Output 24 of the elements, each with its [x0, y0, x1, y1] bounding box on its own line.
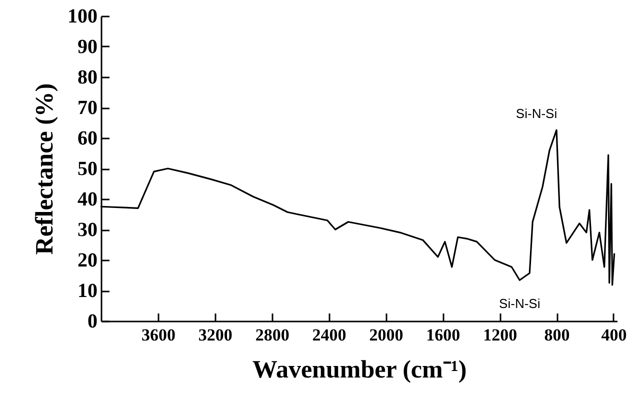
- y-tick-label: 80: [78, 66, 98, 88]
- y-tick-label: 90: [78, 36, 98, 58]
- x-axis-title: Wavenumber (cm⁻¹): [252, 356, 467, 384]
- y-tick-label: 30: [78, 219, 98, 241]
- annotation: Si-N-Si: [516, 106, 558, 122]
- x-tick-label: 1600: [426, 326, 460, 344]
- x-tick-label: 2000: [369, 326, 404, 344]
- x-tick-label: 3200: [198, 326, 232, 344]
- y-axis-title: Reflectance (%): [32, 83, 58, 255]
- y-tick-label: 20: [78, 250, 98, 272]
- annotation: Si-N-Si: [499, 296, 540, 312]
- y-tick-label: 40: [78, 188, 98, 210]
- y-tick-label: 0: [88, 310, 98, 332]
- x-tick-label: 2800: [255, 326, 290, 344]
- x-tick-label: 800: [544, 326, 570, 344]
- x-tick-label: 1200: [483, 326, 518, 344]
- y-tick-label: 100: [68, 6, 98, 28]
- y-tick-label: 70: [78, 97, 98, 119]
- y-tick-label: 10: [78, 280, 98, 302]
- y-tick-label: 60: [78, 128, 98, 150]
- x-tick-label: 3600: [141, 326, 176, 344]
- y-tick-label: 50: [78, 158, 98, 180]
- x-tick-label: 400: [601, 326, 627, 344]
- x-tick-label: 2400: [312, 326, 346, 344]
